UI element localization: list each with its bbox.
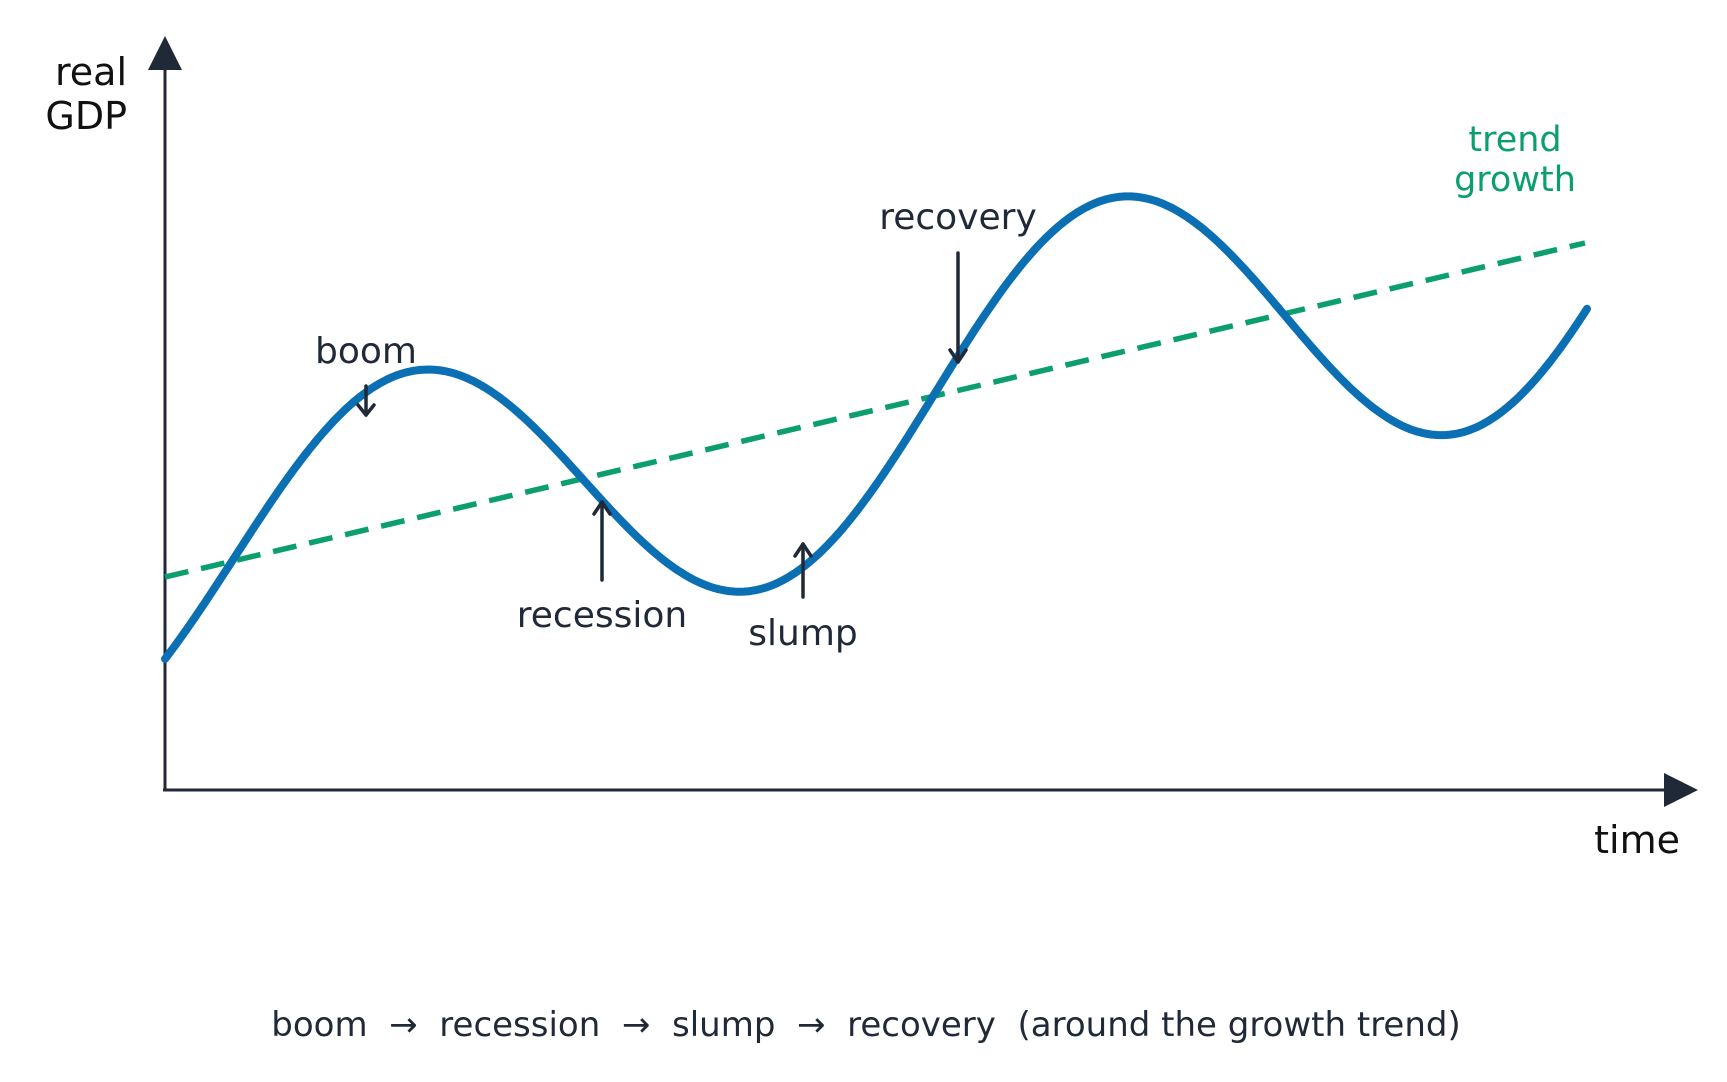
x-axis-arrowhead	[1664, 773, 1698, 807]
cycle-caption: boom → recession → slump → recovery (aro…	[271, 1005, 1460, 1045]
business-cycle-curve	[161, 192, 1591, 663]
y-axis-label-line1: real	[55, 50, 127, 94]
recession-pointer-arrow	[592, 500, 612, 582]
slump-label: slump	[748, 613, 858, 654]
boom-pointer-arrow	[356, 384, 376, 417]
trend-growth-label-line1: trend	[1468, 120, 1561, 160]
recovery-label: recovery	[879, 197, 1037, 238]
y-axis-label-line2: GDP	[45, 94, 127, 138]
y-axis-arrowhead	[148, 36, 182, 70]
boom-label: boom	[315, 331, 417, 372]
slump-pointer-arrow	[793, 542, 813, 599]
x-axis-label: time	[1594, 818, 1680, 862]
recovery-pointer-arrow	[948, 251, 968, 364]
trend-growth-line	[164, 240, 1586, 580]
recession-label: recession	[517, 595, 687, 636]
trend-growth-label-line2: growth	[1454, 160, 1576, 200]
